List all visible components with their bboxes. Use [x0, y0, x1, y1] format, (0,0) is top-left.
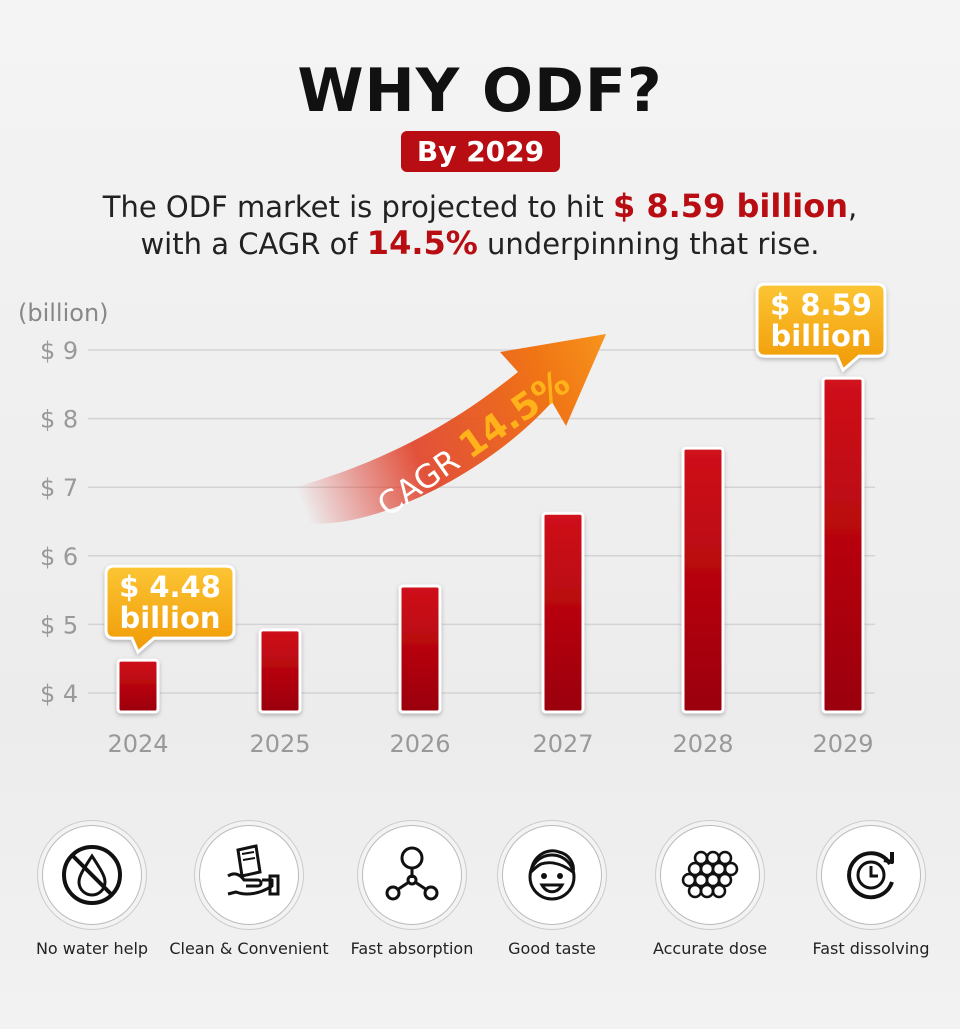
y-tick-label: $ 5 [40, 611, 78, 639]
cagr-arrow-label: CAGR 14.5% [369, 362, 577, 525]
summary-line-2: with a CAGR of 14.5% underpinning that r… [0, 225, 960, 262]
y-tick-label: $ 6 [40, 543, 78, 571]
summary-line-1: The ODF market is projected to hit $ 8.5… [0, 188, 960, 225]
feature-clean-convenient: Clean & Convenient [164, 815, 334, 958]
y-tick-label: $ 9 [40, 337, 78, 365]
callout-bubble [755, 282, 887, 373]
y-axis-label: (billion) [18, 299, 109, 327]
bar-2029 [821, 376, 865, 714]
feature-icon-circle [42, 825, 142, 925]
x-tick-label: 2027 [532, 730, 593, 758]
smiling-face-icon [528, 849, 576, 901]
feature-icon-circle [821, 825, 921, 925]
callout-text: billion [119, 601, 220, 635]
bar-2024 [116, 658, 160, 714]
y-tick-label: $ 4 [40, 680, 78, 708]
bar-2028 [681, 446, 725, 714]
sphere-cluster-icon [681, 850, 739, 899]
market-value-highlight: $ 8.59 billion [612, 187, 849, 225]
summary-text: , [848, 190, 858, 224]
x-tick-label: 2028 [672, 730, 733, 758]
feature-icon-circle [199, 825, 299, 925]
page-title: WHY ODF? [297, 56, 663, 126]
bar-2026 [398, 584, 442, 714]
feature-label: No water help [35, 939, 149, 958]
feature-no-water-help: No water help [7, 815, 177, 958]
market-bar-chart: (billion) $ 4$ 5$ 6$ 7$ 8$ 9 CAGR 14.5% … [18, 282, 887, 758]
feature-row: No water help Clean & Convenient [0, 815, 960, 975]
feature-fast-dissolving: Fast dissolving [786, 815, 956, 958]
hand-holding-film-icon [227, 844, 280, 896]
callout-text: $ 8.59 [770, 288, 872, 322]
y-tick-label: $ 7 [40, 474, 78, 502]
clock-refresh-icon [847, 851, 894, 900]
callout-text: billion [770, 319, 871, 353]
y-tick-label: $ 8 [40, 406, 78, 434]
callout-text: $ 4.48 [119, 570, 221, 604]
market-summary: The ODF market is projected to hit $ 8.5… [0, 188, 960, 262]
feature-icon-circle [362, 825, 462, 925]
summary-text: The ODF market is projected to hit [102, 190, 613, 224]
molecule-icon [385, 846, 439, 901]
feature-label: Good taste [508, 939, 596, 958]
x-tick-label: 2026 [389, 730, 450, 758]
bar-2025 [258, 628, 302, 714]
feature-good-taste: Good taste [467, 815, 637, 958]
summary-text: with a CAGR of [140, 227, 367, 261]
callout-bubble [104, 564, 236, 655]
arrow-shape [235, 334, 606, 524]
summary-text: underpinning that rise. [477, 227, 820, 261]
x-tick-label: 2029 [812, 730, 873, 758]
cagr-highlight: 14.5% [366, 224, 478, 262]
feature-label: Clean & Convenient [169, 939, 329, 958]
feature-label: Fast dissolving [812, 939, 930, 958]
bar-2027 [541, 511, 585, 714]
year-badge: By 2029 [401, 131, 560, 172]
feature-label: Accurate dose [652, 939, 768, 958]
feature-label: Fast absorption [350, 939, 474, 958]
feature-fast-absorption: Fast absorption [327, 815, 497, 958]
no-water-icon [62, 845, 122, 905]
feature-accurate-dose: Accurate dose [625, 815, 795, 958]
feature-icon-circle [660, 825, 760, 925]
x-tick-label: 2024 [107, 730, 168, 758]
feature-icon-circle [502, 825, 602, 925]
cagr-arrow: CAGR 14.5% [235, 334, 606, 525]
x-tick-label: 2025 [249, 730, 310, 758]
